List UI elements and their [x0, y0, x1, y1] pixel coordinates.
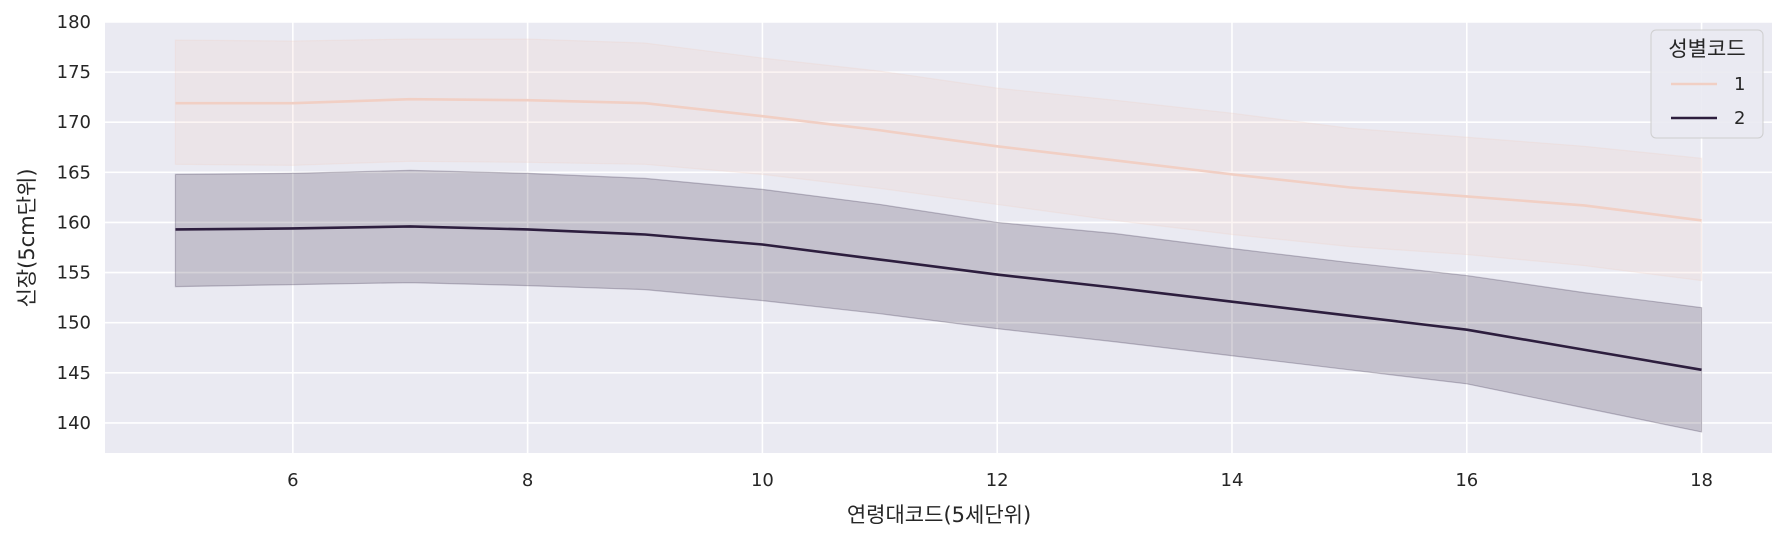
legend: 성별코드 1 2	[1650, 29, 1764, 139]
y-tick-label: 150	[57, 313, 91, 334]
y-tick-label: 170	[57, 112, 91, 133]
y-tick-label: 180	[57, 12, 91, 33]
legend-title: 성별코드	[1668, 37, 1745, 61]
x-tick-label: 12	[986, 470, 1009, 491]
y-tick-label: 145	[57, 363, 91, 384]
x-tick-labels: 6 8 10 12 14 16 18	[287, 470, 1713, 491]
series-1-ci-band	[174, 38, 1703, 282]
legend-label-2: 2	[1734, 108, 1745, 129]
x-tick-label: 16	[1455, 470, 1478, 491]
series-1-line	[175, 97, 1702, 222]
y-tick-label: 140	[57, 413, 91, 434]
x-tick-label: 14	[1221, 470, 1244, 491]
x-axis-label: 연령대코드(5세단위)	[847, 503, 1031, 527]
x-tick-label: 8	[522, 470, 533, 491]
y-tick-label: 165	[57, 162, 91, 183]
legend-label-1: 1	[1734, 74, 1745, 95]
x-tick-label: 10	[751, 470, 774, 491]
plot-background	[105, 22, 1772, 453]
grid-lines	[105, 21, 1772, 453]
series-2-ci-band	[174, 169, 1703, 433]
y-axis-label: 신장(5cm단위)	[15, 168, 39, 307]
series-2-line	[175, 225, 1702, 372]
y-tick-labels: 140 145 150 155 160 165 170 175 180	[57, 12, 91, 434]
confidence-bands	[174, 38, 1703, 433]
series-lines	[175, 97, 1702, 372]
y-tick-label: 160	[57, 212, 91, 233]
y-tick-label: 155	[57, 263, 91, 284]
x-tick-label: 18	[1690, 470, 1713, 491]
x-tick-label: 6	[287, 470, 298, 491]
y-tick-label: 175	[57, 62, 91, 83]
